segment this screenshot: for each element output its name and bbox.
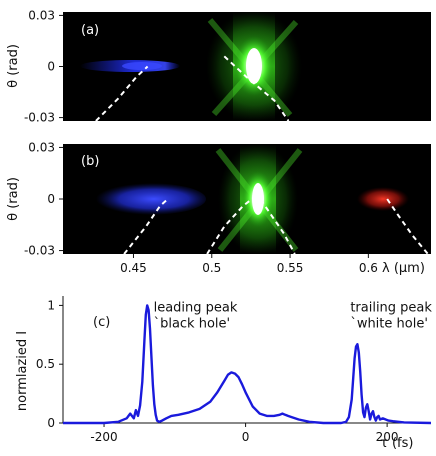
y-tick-label: -0.03 <box>24 111 55 125</box>
y-tick-label: 0.03 <box>28 140 55 154</box>
panel-b-y-axis-label: θ (rad) <box>6 177 21 221</box>
panel-c-annotations: leading peak `black hole' trailing peak `wh… <box>154 300 433 331</box>
panel-a-y-axis-label: θ (rad) <box>6 44 21 88</box>
panel-b-label: (b) <box>81 154 99 169</box>
panel-c-axes: 1 0.5 0 -200 0 200 <box>36 296 431 444</box>
x-tick-label: 0.45 <box>120 261 147 275</box>
x-tick-label: 0.6 <box>359 261 378 275</box>
dashed-curve <box>223 55 290 121</box>
y-tick-label: -0.03 <box>24 244 55 258</box>
peak-annotation: leading peak `black hole' <box>154 300 238 331</box>
y-tick-label: 0 <box>47 60 55 74</box>
peak-annotation: trailing peak `white hole' <box>350 300 432 331</box>
panel-a-y-axis: 0.03 0 -0.03 <box>24 8 63 125</box>
panel-a-dashed-curves <box>95 55 290 121</box>
x-tick-label: -200 <box>90 430 117 444</box>
dashed-curve <box>95 65 149 121</box>
y-tick-label: 0.5 <box>36 357 55 371</box>
panel-c-x-axis-label: τ (fs) <box>380 436 413 451</box>
y-tick-label: 0 <box>47 192 55 206</box>
panel-b-dashed-curves <box>123 191 429 254</box>
panel-c: 1 0.5 0 -200 0 200 (c) leading peak `black hol… <box>15 296 432 451</box>
panel-c-label: (c) <box>93 315 110 330</box>
x-tick-label: 0.55 <box>277 261 304 275</box>
dashed-curve <box>386 198 429 254</box>
panel-b: (b) 0.03 0 -0.03 0.45 0.5 0.55 0.6 θ (rad) λ (… <box>6 140 431 276</box>
dashed-curve <box>254 191 296 254</box>
panel-c-y-axis-label: normlazied I <box>15 331 30 411</box>
panel-c-intensity-line <box>63 304 432 425</box>
y-tick-label: 0.03 <box>28 8 55 22</box>
panel-a: (a) 0.03 0 -0.03 θ (rad) <box>6 8 431 125</box>
panel-b-axes: 0.03 0 -0.03 0.45 0.5 0.55 0.6 <box>24 140 378 275</box>
dashed-curve <box>123 198 169 254</box>
x-tick-label: 0 <box>242 430 250 444</box>
panel-a-green-feature <box>206 12 302 121</box>
x-tick-label: 0.5 <box>202 261 221 275</box>
panel-a-label: (a) <box>81 23 99 38</box>
y-tick-label: 1 <box>47 298 55 312</box>
panel-b-blue-feature <box>90 183 206 215</box>
x-tick-label: 200 <box>376 430 399 444</box>
dashed-curve <box>206 193 260 254</box>
panel-b-red-feature <box>357 187 409 211</box>
panel-a-blue-feature <box>80 60 180 72</box>
panel-b-x-axis-label: λ (µm) <box>382 261 425 276</box>
y-tick-label: 0 <box>47 416 55 430</box>
